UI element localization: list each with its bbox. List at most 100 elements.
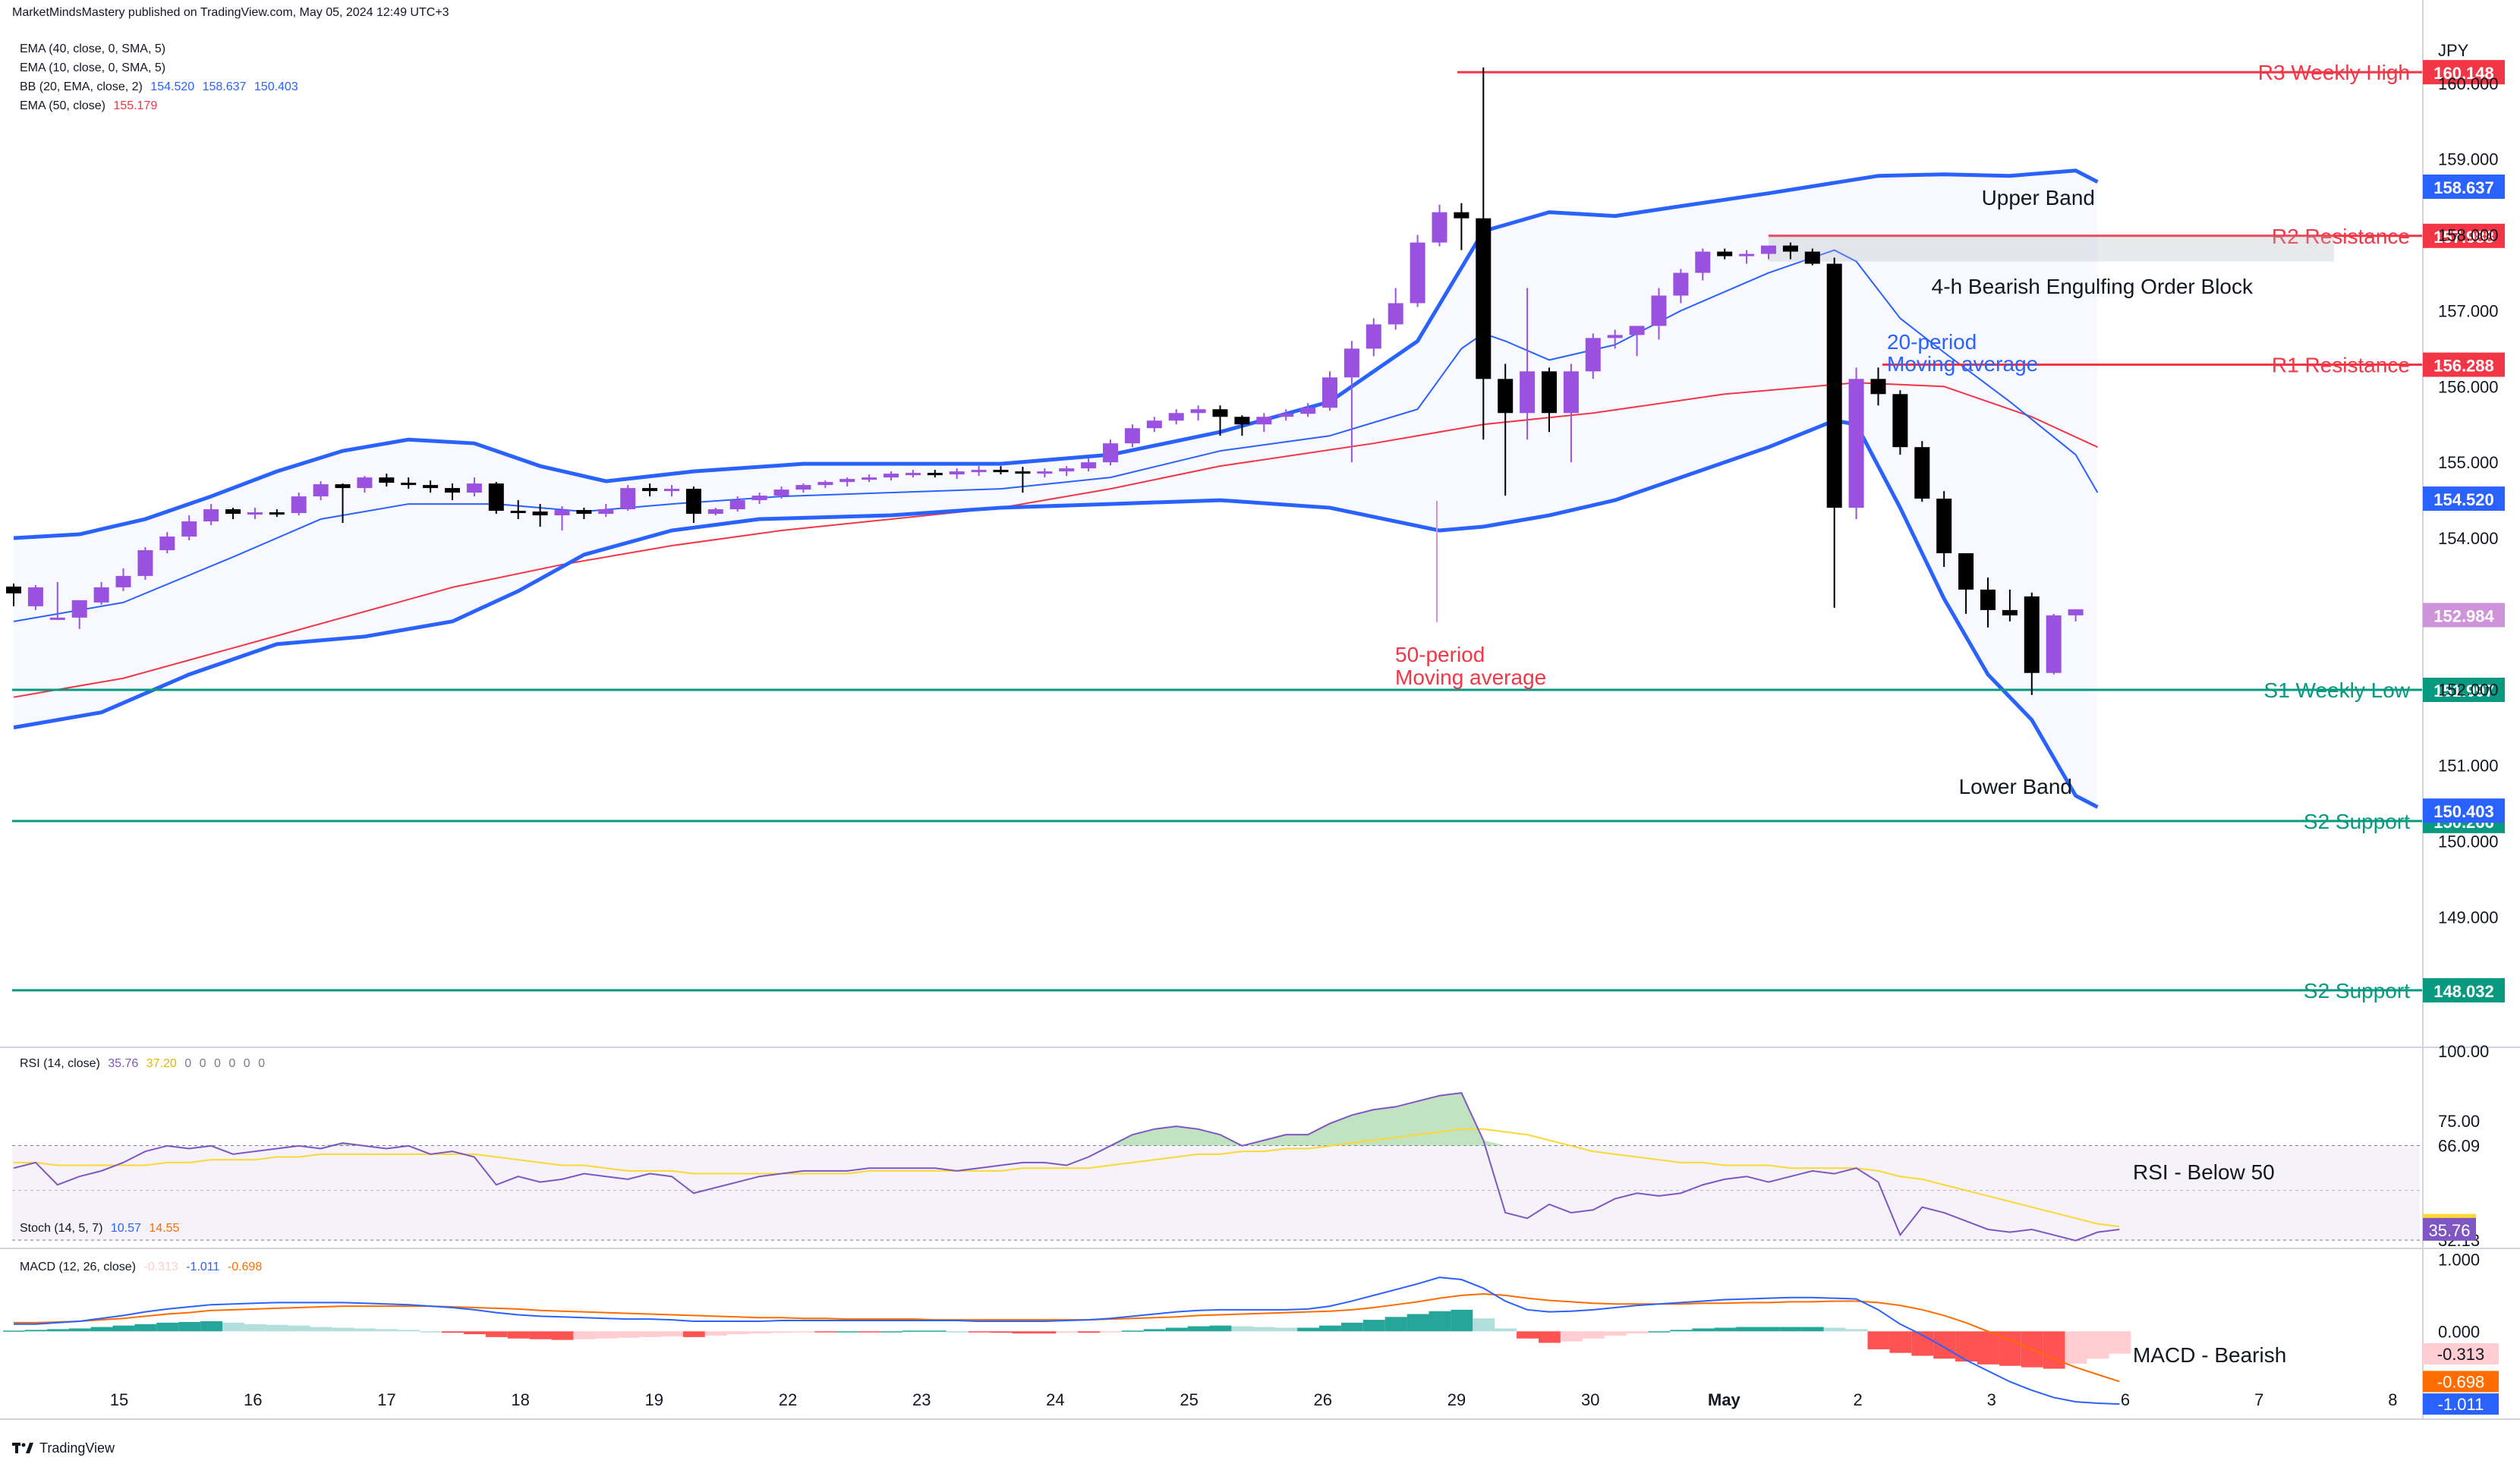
macd-histogram-bar [902, 1330, 925, 1332]
candle [1037, 471, 1053, 474]
macd-value-tag-text: -0.313 [2437, 1345, 2484, 1364]
candle [1936, 499, 1952, 553]
level-tag-text-1: 160.148 [2433, 64, 2494, 83]
time-tick-label: 16 [244, 1390, 262, 1409]
level-tag-text-6: 148.032 [2433, 982, 2494, 1001]
macd-tick-label: 0.000 [2438, 1322, 2480, 1341]
candle [532, 512, 548, 516]
macd-histogram-bar [420, 1331, 442, 1333]
candle [1103, 443, 1118, 463]
rsi-line [13, 1091, 2120, 1242]
level-tag-6 [2423, 977, 2505, 1003]
legend-bb[interactable]: BB (20, EMA, close, 2) 154.520 158.637 1… [20, 80, 298, 94]
candle [1651, 295, 1667, 326]
annotation-20-period: 20-period [1887, 330, 1977, 354]
rsi-tick-label: 66.09 [2438, 1136, 2480, 1155]
candle [1146, 420, 1162, 429]
candle [1607, 335, 1623, 338]
candle [905, 473, 921, 476]
macd-histogram-bar [1165, 1327, 1188, 1332]
macd-histogram-bar [24, 1330, 47, 1332]
macd-histogram-bar [1100, 1331, 1122, 1333]
level-label-2: R2 Resistance [2272, 225, 2410, 248]
annotation-50-period: 50-period [1395, 643, 1485, 666]
candle [1454, 212, 1469, 219]
candle [115, 575, 131, 587]
macd-histogram-bar [1340, 1322, 1363, 1332]
price-tag [2423, 174, 2505, 199]
macd-histogram-bar [661, 1331, 683, 1336]
time-tick-label: 8 [2388, 1390, 2397, 1409]
tradingview-logo[interactable]: TradingView [12, 1440, 115, 1456]
candle [795, 485, 811, 490]
level-tag-1 [2423, 60, 2505, 85]
macd-histogram-bar [1209, 1325, 1232, 1332]
macd-histogram-bar [1297, 1327, 1319, 1332]
legend-stoch[interactable]: Stoch (14, 5, 7) 10.57 14.55 [20, 1222, 179, 1235]
candle [1563, 371, 1579, 414]
candle [2068, 609, 2084, 615]
legend-ema40-label: EMA (40, close, 0, SMA, 5) [20, 42, 166, 55]
legend-ema10[interactable]: EMA (10, close, 0, SMA, 5) [20, 61, 165, 75]
candle [2002, 609, 2018, 615]
legend-macd[interactable]: MACD (12, 26, close) -0.313 -1.011 -0.69… [20, 1261, 262, 1274]
macd-histogram-bar [222, 1322, 244, 1332]
candle [1826, 263, 1842, 508]
candle [1300, 408, 1316, 414]
price-tick-label: 152.000 [2438, 681, 2499, 700]
candle [49, 617, 65, 620]
level-tag-text-3: 156.288 [2433, 357, 2494, 376]
candle [642, 488, 658, 492]
candle [401, 483, 417, 486]
candle [1914, 447, 1930, 499]
macd-histogram-bar [1779, 1327, 1802, 1332]
price-tick-label: 150.000 [2438, 832, 2499, 851]
legend-rsi-value: 35.76 [108, 1057, 139, 1070]
macd-line [14, 1276, 2120, 1405]
legend-rsi[interactable]: RSI (14, close) 35.76 37.20 0 0 0 0 0 0 [20, 1057, 265, 1071]
rsi-tick-label: 75.00 [2438, 1112, 2480, 1131]
macd-histogram-bar [946, 1331, 969, 1333]
macd-histogram-bar [1845, 1329, 1868, 1332]
time-tick-label: 6 [2121, 1390, 2130, 1409]
rsi-overbought-fill [14, 1093, 2120, 1146]
legend-stoch-k: 10.57 [110, 1222, 141, 1235]
time-tick-label: 29 [1447, 1390, 1466, 1409]
rsi-band [12, 1145, 2420, 1241]
macd-histogram-bar [1736, 1327, 1758, 1332]
legend-macd-label: MACD (12, 26, close) [20, 1261, 136, 1273]
macd-histogram-bar [1889, 1331, 1912, 1353]
candle [751, 496, 767, 501]
candle [927, 473, 943, 476]
candle [1804, 251, 1820, 264]
legend-ema40[interactable]: EMA (40, close, 0, SMA, 5) [20, 42, 165, 56]
macd-histogram-bar [156, 1322, 179, 1332]
macd-histogram-bar [2109, 1331, 2131, 1354]
time-tick-label: 23 [912, 1390, 931, 1409]
candle [335, 484, 351, 489]
legend-ema50[interactable]: EMA (50, close) 155.179 [20, 99, 157, 113]
candle [6, 586, 21, 593]
macd-histogram-bar [1823, 1327, 1846, 1332]
candle [2024, 596, 2040, 673]
candle [1124, 428, 1140, 444]
candle [1980, 589, 1996, 610]
price-tag-text: 154.520 [2433, 490, 2494, 509]
candle [1234, 417, 1250, 425]
macd-histogram-bar [46, 1329, 69, 1332]
macd-histogram-bar [1451, 1309, 1473, 1332]
macd-histogram-bar [376, 1329, 398, 1332]
macd-histogram-bar [639, 1331, 661, 1337]
candle [1848, 379, 1864, 508]
time-tick-label: 19 [645, 1390, 663, 1409]
candle [971, 470, 987, 473]
price-tick-label: 157.000 [2438, 301, 2499, 320]
rsi-ma-line [14, 1128, 2120, 1228]
macd-histogram-bar [1253, 1327, 1276, 1332]
macd-histogram-bar [1473, 1318, 1495, 1332]
annotation-rsi: RSI - Below 50 [2133, 1160, 2275, 1184]
legend-ema50-label: EMA (50, close) [20, 99, 106, 112]
time-tick-label: 17 [377, 1390, 395, 1409]
macd-histogram-bar [1801, 1327, 1824, 1332]
price-tag [2423, 603, 2505, 628]
